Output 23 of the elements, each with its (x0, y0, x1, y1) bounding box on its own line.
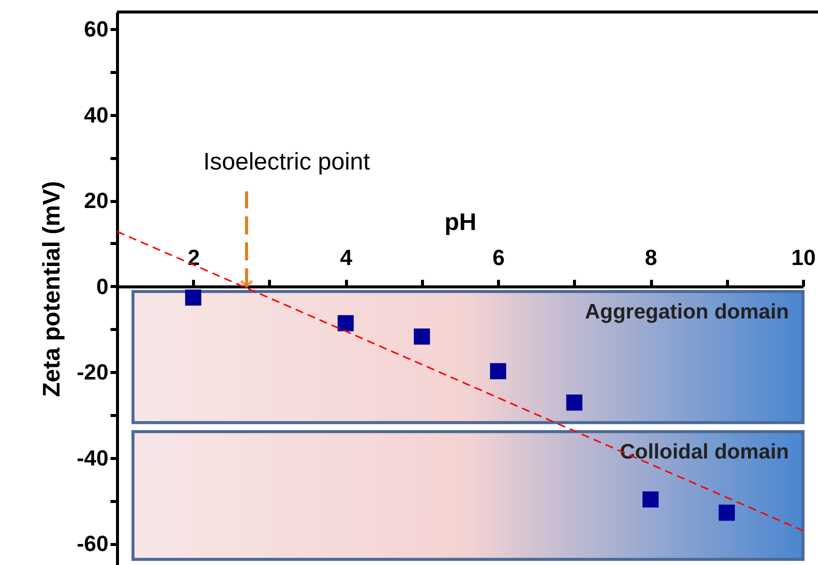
y-tick-label: 60 (84, 16, 108, 42)
band-label: Aggregation domain (584, 300, 789, 324)
point (642, 491, 659, 508)
x-tick-label: 4 (340, 244, 354, 270)
point (338, 315, 354, 332)
y-tick-label: 0 (96, 274, 108, 299)
x-tick-label: 6 (492, 244, 505, 270)
annotation: Isoelectric point (203, 148, 370, 176)
y-tick-label: -40 (76, 445, 108, 470)
x-axis-title: pH (444, 208, 476, 236)
y-tick-label: -20 (76, 360, 108, 385)
point (718, 504, 735, 521)
y-tick-label: 40 (84, 102, 108, 128)
x-tick-label: 10 (791, 244, 816, 270)
point (566, 394, 582, 411)
y-axis-title: Zeta potential (mV) (38, 180, 66, 398)
point (414, 328, 430, 345)
point (185, 289, 202, 306)
y-tick-label: 20 (84, 188, 108, 214)
x-tick-label: 8 (644, 244, 658, 270)
band-label: Colloidal domain (620, 440, 789, 464)
y-tick-label: -60 (76, 531, 108, 556)
point (490, 363, 506, 380)
